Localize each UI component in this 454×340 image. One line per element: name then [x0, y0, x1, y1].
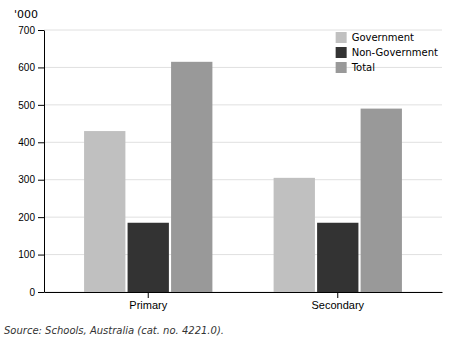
legend-swatch	[336, 32, 347, 43]
bar	[361, 109, 402, 292]
legend-item: Non-Government	[336, 47, 438, 58]
y-tick-label: 500	[18, 100, 35, 111]
y-axis-line	[44, 31, 45, 293]
source-note: Source: Schools, Australia (cat. no. 422…	[4, 325, 224, 336]
plot: 0 100 200 300 400 500 600 700 Primary Secondary Go…	[18, 25, 442, 311]
x-tick: Primary	[129, 292, 167, 311]
y-tick: 700	[18, 25, 44, 36]
grid-line	[44, 104, 442, 105]
grid	[44, 30, 442, 292]
y-tick: 200	[18, 212, 44, 223]
legend-item: Total	[336, 62, 375, 73]
y-tick: 500	[18, 100, 44, 111]
y-axis-label: '000	[14, 8, 38, 21]
legend: Government Non-Government Total	[336, 32, 438, 73]
y-tick-label: 300	[18, 174, 35, 185]
x-tick: Secondary	[311, 292, 364, 311]
y-tick-label: 700	[18, 25, 35, 36]
x-axis: Primary Secondary	[45, 292, 443, 311]
y-tick-mark	[38, 180, 44, 181]
chart: 0 100 200 300 400 500 600 700 Primary Secondary Go…	[0, 0, 454, 340]
y-tick: 300	[18, 174, 44, 185]
y-tick: 0	[29, 287, 44, 298]
bar	[84, 131, 125, 292]
y-tick-mark	[38, 292, 44, 293]
legend-label: Non-Government	[352, 47, 438, 58]
y-tick-mark	[38, 105, 44, 106]
bar-series	[171, 62, 402, 292]
x-tick-label: Primary	[129, 299, 167, 311]
y-tick-mark	[38, 142, 44, 143]
bar	[317, 223, 358, 292]
y-tick-label: 600	[18, 62, 35, 73]
y-tick-mark	[38, 217, 44, 218]
bar	[171, 62, 212, 292]
x-tick-mark	[148, 292, 149, 298]
y-tick-mark	[38, 67, 44, 68]
legend-item: Government	[336, 32, 414, 43]
bar-series	[128, 223, 359, 292]
grid-line	[44, 67, 442, 68]
y-tick-label: 0	[29, 287, 35, 298]
bar	[274, 178, 315, 292]
bars	[84, 62, 402, 292]
x-tick-mark	[337, 292, 338, 298]
y-tick: 100	[18, 249, 44, 260]
legend-swatch	[336, 62, 347, 73]
y-tick-mark	[38, 255, 44, 256]
y-tick-label: 400	[18, 137, 35, 148]
y-tick-label: 200	[18, 212, 35, 223]
y-tick: 600	[18, 62, 44, 73]
legend-label: Total	[351, 62, 375, 73]
legend-swatch	[336, 47, 347, 58]
y-tick: 400	[18, 137, 44, 148]
x-axis-line	[45, 292, 443, 293]
y-axis: 0 100 200 300 400 500 600 700	[18, 25, 44, 298]
y-tick-label: 100	[18, 249, 35, 260]
y-tick-mark	[38, 30, 44, 31]
x-tick-label: Secondary	[311, 299, 364, 311]
legend-label: Government	[352, 32, 414, 43]
grid-line	[44, 30, 442, 31]
bar	[128, 223, 169, 292]
